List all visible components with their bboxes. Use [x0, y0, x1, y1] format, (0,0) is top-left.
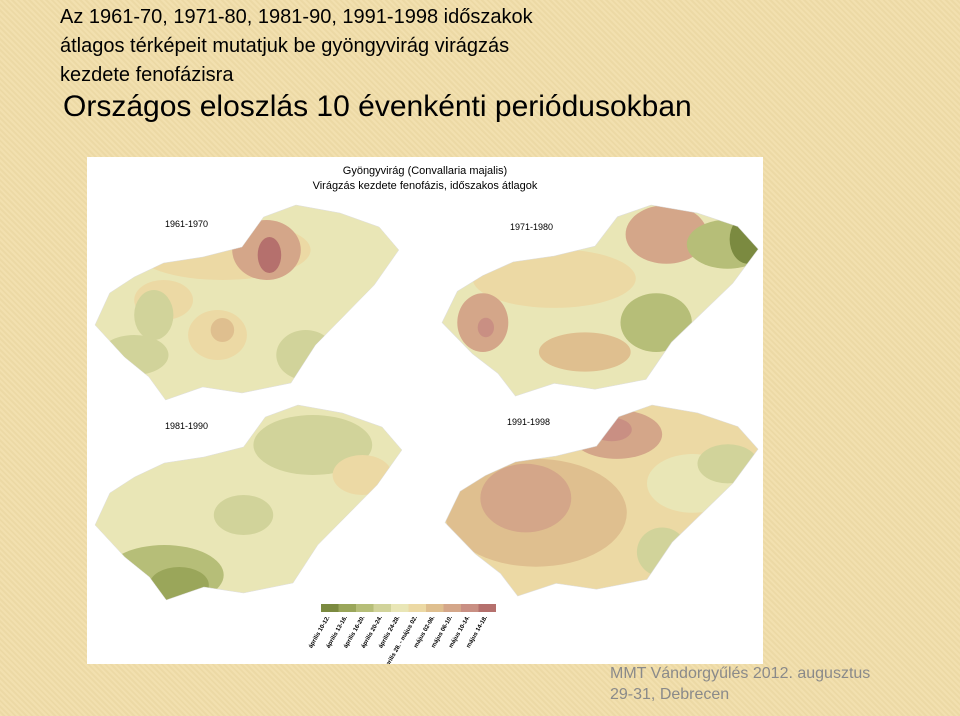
- footer-line: 29-31, Debrecen: [610, 686, 730, 703]
- figure: Gyöngyvirág (Convallaria majalis) Virágz…: [87, 157, 763, 664]
- legend-swatch: [321, 604, 339, 612]
- legend-swatch: [461, 604, 479, 612]
- legend-swatch: [356, 604, 374, 612]
- legend-swatch: [391, 604, 409, 612]
- legend-swatch: [478, 604, 496, 612]
- figure-title: Virágzás kezdete fenofázis, időszakos át…: [313, 180, 538, 192]
- figure-title: Gyöngyvirág (Convallaria majalis): [343, 165, 507, 177]
- legend-swatch: [443, 604, 461, 612]
- map-label: 1961-1970: [165, 219, 208, 229]
- title-line: Az 1961-70, 1971-80, 1981-90, 1991-1998 …: [60, 6, 533, 28]
- map-label: 1981-1990: [165, 421, 208, 431]
- legend-swatch: [408, 604, 426, 612]
- footer-line: MMT Vándorgyűlés 2012. augusztus: [610, 665, 871, 682]
- legend-swatch: [373, 604, 391, 612]
- legend-swatch: [338, 604, 356, 612]
- subtitle: Országos eloszlás 10 évenkénti perióduso…: [63, 90, 692, 123]
- title-line: átlagos térképeit mutatjuk be gyöngyvirá…: [60, 35, 510, 57]
- legend-swatch: [426, 604, 444, 612]
- title-line: kezdete fenofázisra: [60, 64, 234, 86]
- map: [94, 404, 403, 601]
- map-label: 1971-1980: [510, 222, 553, 232]
- map-label: 1991-1998: [507, 417, 550, 427]
